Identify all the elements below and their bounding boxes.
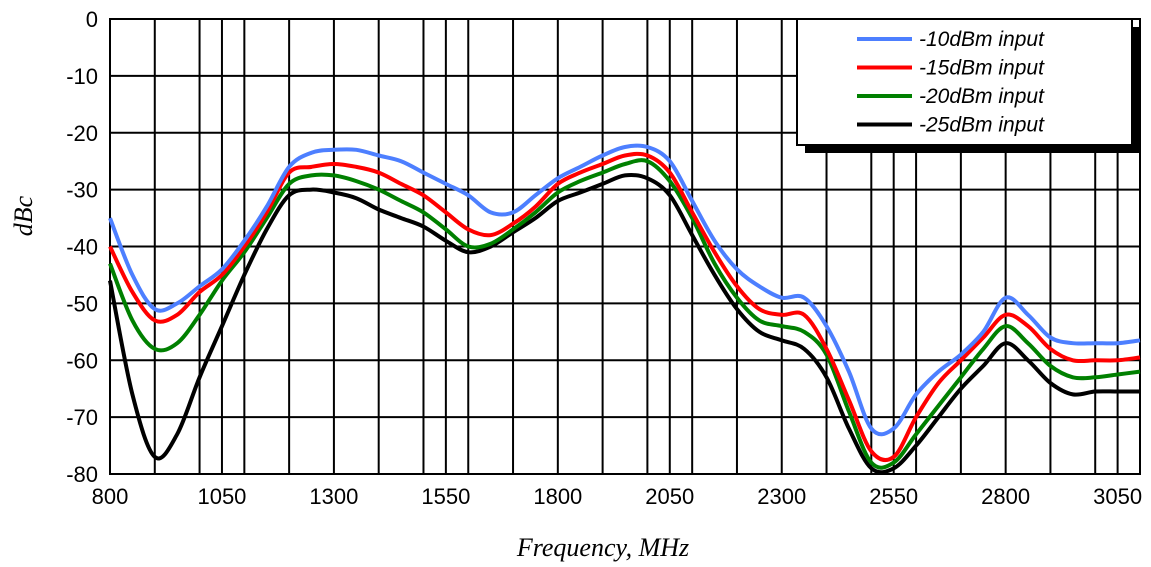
- x-axis-label: Frequency, MHz: [516, 533, 689, 562]
- x-tick-label: 2800: [981, 484, 1030, 509]
- y-tick-label: -20: [66, 121, 98, 146]
- y-tick-label: 0: [86, 7, 98, 32]
- series-line: [108, 151, 1141, 463]
- x-tick-label: 2550: [869, 484, 918, 509]
- legend-box: [796, 18, 1133, 146]
- tick-labels: 800 1050 1300 1550 1800 2050 2300 2550 2800 3050 0…: [66, 7, 1142, 509]
- legend: -10dBm input -15dBm input -20dBm input -25d…: [796, 18, 1140, 153]
- x-tick-label: 2050: [645, 484, 694, 509]
- y-tick-label: -30: [66, 178, 98, 203]
- x-tick-label: 1300: [309, 484, 358, 509]
- x-tick-label: 1800: [533, 484, 582, 509]
- y-tick-label: -50: [66, 291, 98, 316]
- x-tick-label: 1050: [197, 484, 246, 509]
- series-lines: [108, 143, 1141, 475]
- series-line: [108, 158, 1141, 470]
- y-tick-label: -70: [66, 405, 98, 430]
- legend-label: -25dBm input: [919, 114, 1045, 137]
- y-axis-label: dBc: [9, 195, 38, 236]
- y-tick-label: -60: [66, 348, 98, 373]
- x-tick-label: 3050: [1093, 484, 1142, 509]
- legend-label: -20dBm input: [919, 85, 1045, 108]
- series-line: [108, 143, 1141, 437]
- x-tick-label: 2300: [757, 484, 806, 509]
- legend-label: -15dBm input: [919, 57, 1045, 80]
- x-tick-label: 1550: [421, 484, 470, 509]
- y-tick-label: -10: [66, 64, 98, 89]
- legend-label: -10dBm input: [919, 28, 1045, 51]
- y-tick-label: -80: [66, 462, 98, 487]
- y-tick-label: -40: [66, 235, 98, 260]
- x-tick-label: 800: [92, 484, 129, 509]
- series-line: [108, 172, 1140, 475]
